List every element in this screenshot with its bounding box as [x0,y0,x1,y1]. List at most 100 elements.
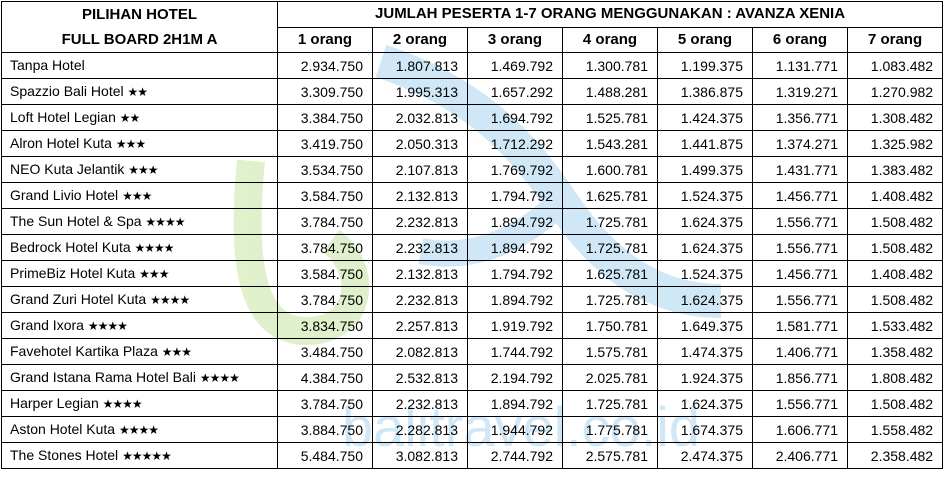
price-cell: 2.132.813 [372,182,468,209]
table-row: The Stones Hotel ★★★★★ 5.484.750 3.082.813… [1,442,943,469]
column-header: 7 orang [846,26,943,53]
price-cell: 1.725.781 [562,286,658,313]
price-cell: 1.131.771 [752,52,848,79]
price-cell: 3.784.750 [277,208,373,235]
price-cell: 2.358.482 [846,442,943,469]
price-cell: 2.232.813 [372,286,468,313]
header-row-2: FULL BOARD 2H1M A 1 orang 2 orang 3 oran… [1,26,943,53]
price-cell: 1.408.482 [846,260,943,287]
price-cell: 1.794.792 [467,182,563,209]
price-cell: 1.199.375 [657,52,753,79]
hotel-name: Favehotel Kartika Plaza [10,343,158,359]
price-cell: 1.533.482 [846,312,943,339]
price-cell: 1.558.482 [846,416,943,443]
star-rating: ★★★★ [150,293,190,307]
price-cell: 2.194.792 [467,364,563,391]
table-row: Bedrock Hotel Kuta ★★★★ 3.784.750 2.232.81… [1,234,943,261]
table-row: PrimeBiz Hotel Kuta ★★★ 3.584.750 2.132.81… [1,260,943,287]
price-cell: 1.649.375 [657,312,753,339]
table-row: Harper Legian ★★★★ 3.784.750 2.232.813 1.89… [1,390,943,417]
column-header: 6 orang [752,26,848,53]
price-cell: 1.894.792 [467,234,563,261]
price-cell: 3.419.750 [277,130,373,157]
table-row: Aston Hotel Kuta ★★★★ 3.884.750 2.282.813 1… [1,416,943,443]
star-rating: ★★★ [128,163,158,177]
price-cell: 3.584.750 [277,260,373,287]
price-cell: 2.406.771 [752,442,848,469]
hotel-name-cell: Harper Legian ★★★★ [1,390,278,417]
hotel-name-cell: The Sun Hotel & Spa ★★★★ [1,208,278,235]
column-header: 5 orang [657,26,753,53]
star-rating: ★★★ [161,345,192,359]
price-cell: 1.712.292 [467,130,563,157]
price-cell: 1.431.771 [752,156,848,183]
price-cell: 2.107.813 [372,156,468,183]
price-cell: 1.456.771 [752,260,848,287]
hotel-name: Alron Hotel Kuta [10,135,112,151]
price-cell: 1.775.781 [562,416,658,443]
price-cell: 1.525.781 [562,104,658,131]
hotel-name: Harper Legian [10,395,99,411]
column-header: 1 orang [277,26,373,53]
hotel-name-cell: The Stones Hotel ★★★★★ [1,442,278,469]
table-row: Grand Ixora ★★★★ 3.834.750 2.257.813 1.919.… [1,312,943,339]
price-cell: 1.807.813 [372,52,468,79]
price-cell: 2.744.792 [467,442,563,469]
price-cell: 3.784.750 [277,234,373,261]
hotel-name-cell: Grand Istana Rama Hotel Bali ★★★★ [1,364,278,391]
price-cell: 2.232.813 [372,208,468,235]
star-rating: ★★ [119,111,140,125]
price-cell: 1.575.781 [562,338,658,365]
price-cell: 3.082.813 [372,442,468,469]
table-row: Grand Istana Rama Hotel Bali ★★★★ 4.384.7… [1,364,943,391]
hotel-name-cell: Favehotel Kartika Plaza ★★★ [1,338,278,365]
price-cell: 1.383.482 [846,156,943,183]
price-cell: 2.934.750 [277,52,373,79]
price-cell: 3.784.750 [277,286,373,313]
price-cell: 1.524.375 [657,182,753,209]
hotel-name-cell: Grand Zuri Hotel Kuta ★★★★ [1,286,278,313]
hotel-name: Grand Livio Hotel [10,187,119,203]
price-cell: 1.744.792 [467,338,563,365]
price-cell: 1.725.781 [562,234,658,261]
price-cell: 1.374.271 [752,130,848,157]
table-row: Loft Hotel Legian ★★ 3.384.750 2.032.813 1.… [1,104,943,131]
hotel-name-cell: Bedrock Hotel Kuta ★★★★ [1,234,278,261]
price-cell: 2.025.781 [562,364,658,391]
price-cell: 3.584.750 [277,182,373,209]
price-cell: 1.424.375 [657,104,753,131]
table-row: Favehotel Kartika Plaza ★★★ 3.484.750 2.08… [1,338,943,365]
price-cell: 2.082.813 [372,338,468,365]
price-cell: 1.794.792 [467,260,563,287]
table-row: Tanpa Hotel 2.934.750 1.807.813 1.469.792 1… [1,52,943,79]
hotel-name: Grand Zuri Hotel Kuta [10,291,147,307]
price-cell: 1.624.375 [657,286,753,313]
price-cell: 1.657.292 [467,78,563,105]
hotel-name: Loft Hotel Legian [10,109,116,125]
price-cell: 1.408.482 [846,182,943,209]
price-cell: 3.309.750 [277,78,373,105]
price-cell: 3.784.750 [277,390,373,417]
price-cell: 1.624.375 [657,234,753,261]
star-rating: ★★★★ [87,319,128,333]
price-cell: 1.441.875 [657,130,753,157]
header-group-title: JUMLAH PESERTA 1-7 ORANG MENGGUNAKAN : A… [276,1,943,28]
price-cell: 1.769.792 [467,156,563,183]
price-cell: 2.050.313 [372,130,468,157]
price-cell: 2.132.813 [372,260,468,287]
price-cell: 1.624.375 [657,208,753,235]
price-cell: 1.488.281 [562,78,658,105]
price-cell: 1.474.375 [657,338,753,365]
price-cell: 4.384.750 [277,364,373,391]
table-row: Alron Hotel Kuta ★★★ 3.419.750 2.050.313 1.… [1,130,943,157]
price-cell: 1.556.771 [752,208,848,235]
price-cell: 1.508.482 [846,234,943,261]
price-cell: 1.856.771 [752,364,848,391]
table-row: Grand Livio Hotel ★★★ 3.584.750 2.132.813 1… [1,182,943,209]
hotel-name: Aston Hotel Kuta [10,421,116,437]
price-cell: 2.257.813 [372,312,468,339]
price-cell: 1.319.271 [752,78,848,105]
price-cell: 1.508.482 [846,390,943,417]
hotel-name: Spazzio Bali Hotel [10,83,124,99]
